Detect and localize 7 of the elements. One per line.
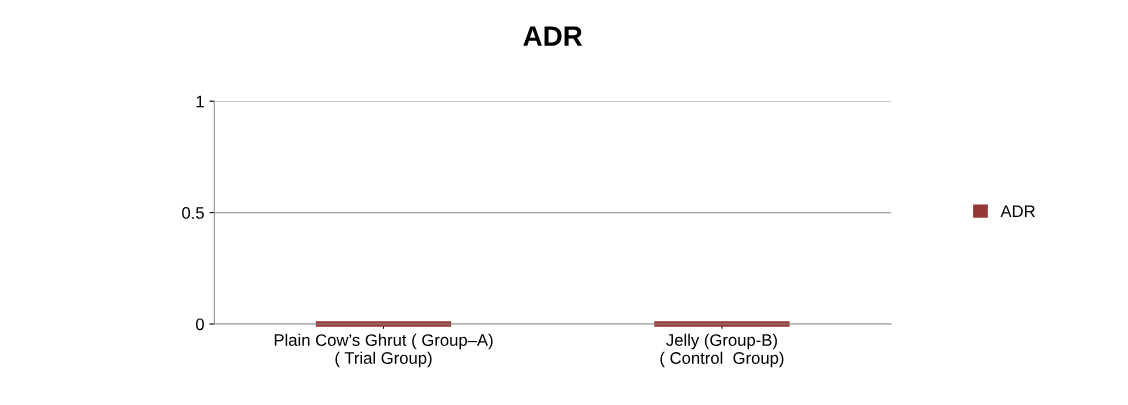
- x-tick-label: Jelly (Group-B) ( Control Group): [660, 333, 784, 368]
- chart-title: ADR: [523, 26, 583, 46]
- y-tick-label: 1: [196, 95, 204, 108]
- y-tick-label: 0: [195, 318, 204, 331]
- y-tick-label: 0.5: [182, 207, 204, 219]
- legend-label: ADR: [1000, 205, 1035, 217]
- x-tick-label: Plain Cow’s Ghrut ( Group–A) ( Trial Group): [274, 333, 493, 368]
